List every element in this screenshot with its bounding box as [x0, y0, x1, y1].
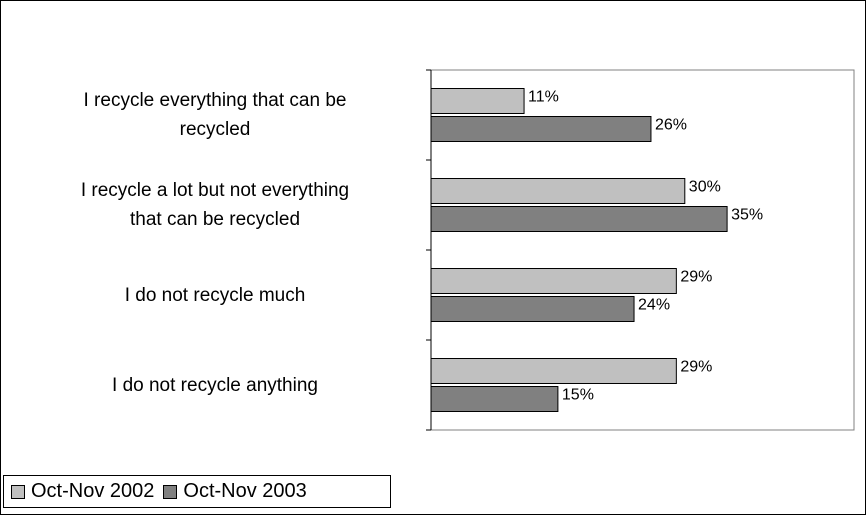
category-label-2-line-2: that can be recycled: [129, 209, 301, 230]
legend-item-series-1: Oct-Nov 2002: [11, 480, 154, 503]
data-label-series-2-category-3: 24%: [638, 297, 670, 314]
data-label-series-2-category-4: 15%: [562, 387, 594, 404]
category-label-1: I recycle everything that can be recycled: [5, 86, 425, 144]
data-label-series-2-category-2: 35%: [731, 207, 763, 224]
plot-area: 11% 26% 30% 35% 29% 24% 29% 15%: [426, 69, 855, 431]
bar-series-2-category-3: [430, 296, 635, 322]
data-label-series-1-category-1: 11%: [528, 89, 559, 106]
bar-series-2-category-2: [430, 206, 728, 232]
category-label-4: I do not recycle anything: [5, 371, 425, 400]
data-label-series-2-category-1: 26%: [655, 117, 687, 134]
bar-series-1-category-3: [430, 268, 677, 294]
legend: Oct-Nov 2002 Oct-Nov 2003: [3, 475, 391, 508]
data-label-series-1-category-4: 29%: [680, 359, 712, 376]
data-label-series-1-category-2: 30%: [689, 179, 721, 196]
category-label-1-line-1: I recycle everything that can be: [83, 90, 347, 111]
category-label-1-line-2: recycled: [179, 119, 251, 140]
category-label-2-line-1: I recycle a lot but not everything: [80, 180, 350, 201]
bar-series-2-category-1: [430, 116, 652, 142]
category-label-3: I do not recycle much: [5, 281, 425, 310]
bar-series-1-category-4: [430, 358, 677, 384]
category-label-3-line-1: I do not recycle much: [124, 284, 306, 306]
category-label-4-line-1: I do not recycle anything: [112, 374, 318, 396]
legend-label-series-2: Oct-Nov 2003: [183, 480, 307, 502]
bar-series-1-category-1: [430, 88, 525, 114]
legend-item-series-2: Oct-Nov 2003: [163, 480, 307, 503]
legend-label-series-1: Oct-Nov 2002: [31, 480, 155, 502]
bar-series-2-category-4: [430, 386, 559, 412]
data-label-series-1-category-3: 29%: [680, 269, 712, 286]
legend-swatch-series-2: [163, 484, 178, 499]
legend-swatch-series-1: [11, 484, 25, 499]
bar-series-1-category-2: [430, 178, 686, 204]
category-label-2: I recycle a lot but not everything that c…: [5, 176, 425, 234]
